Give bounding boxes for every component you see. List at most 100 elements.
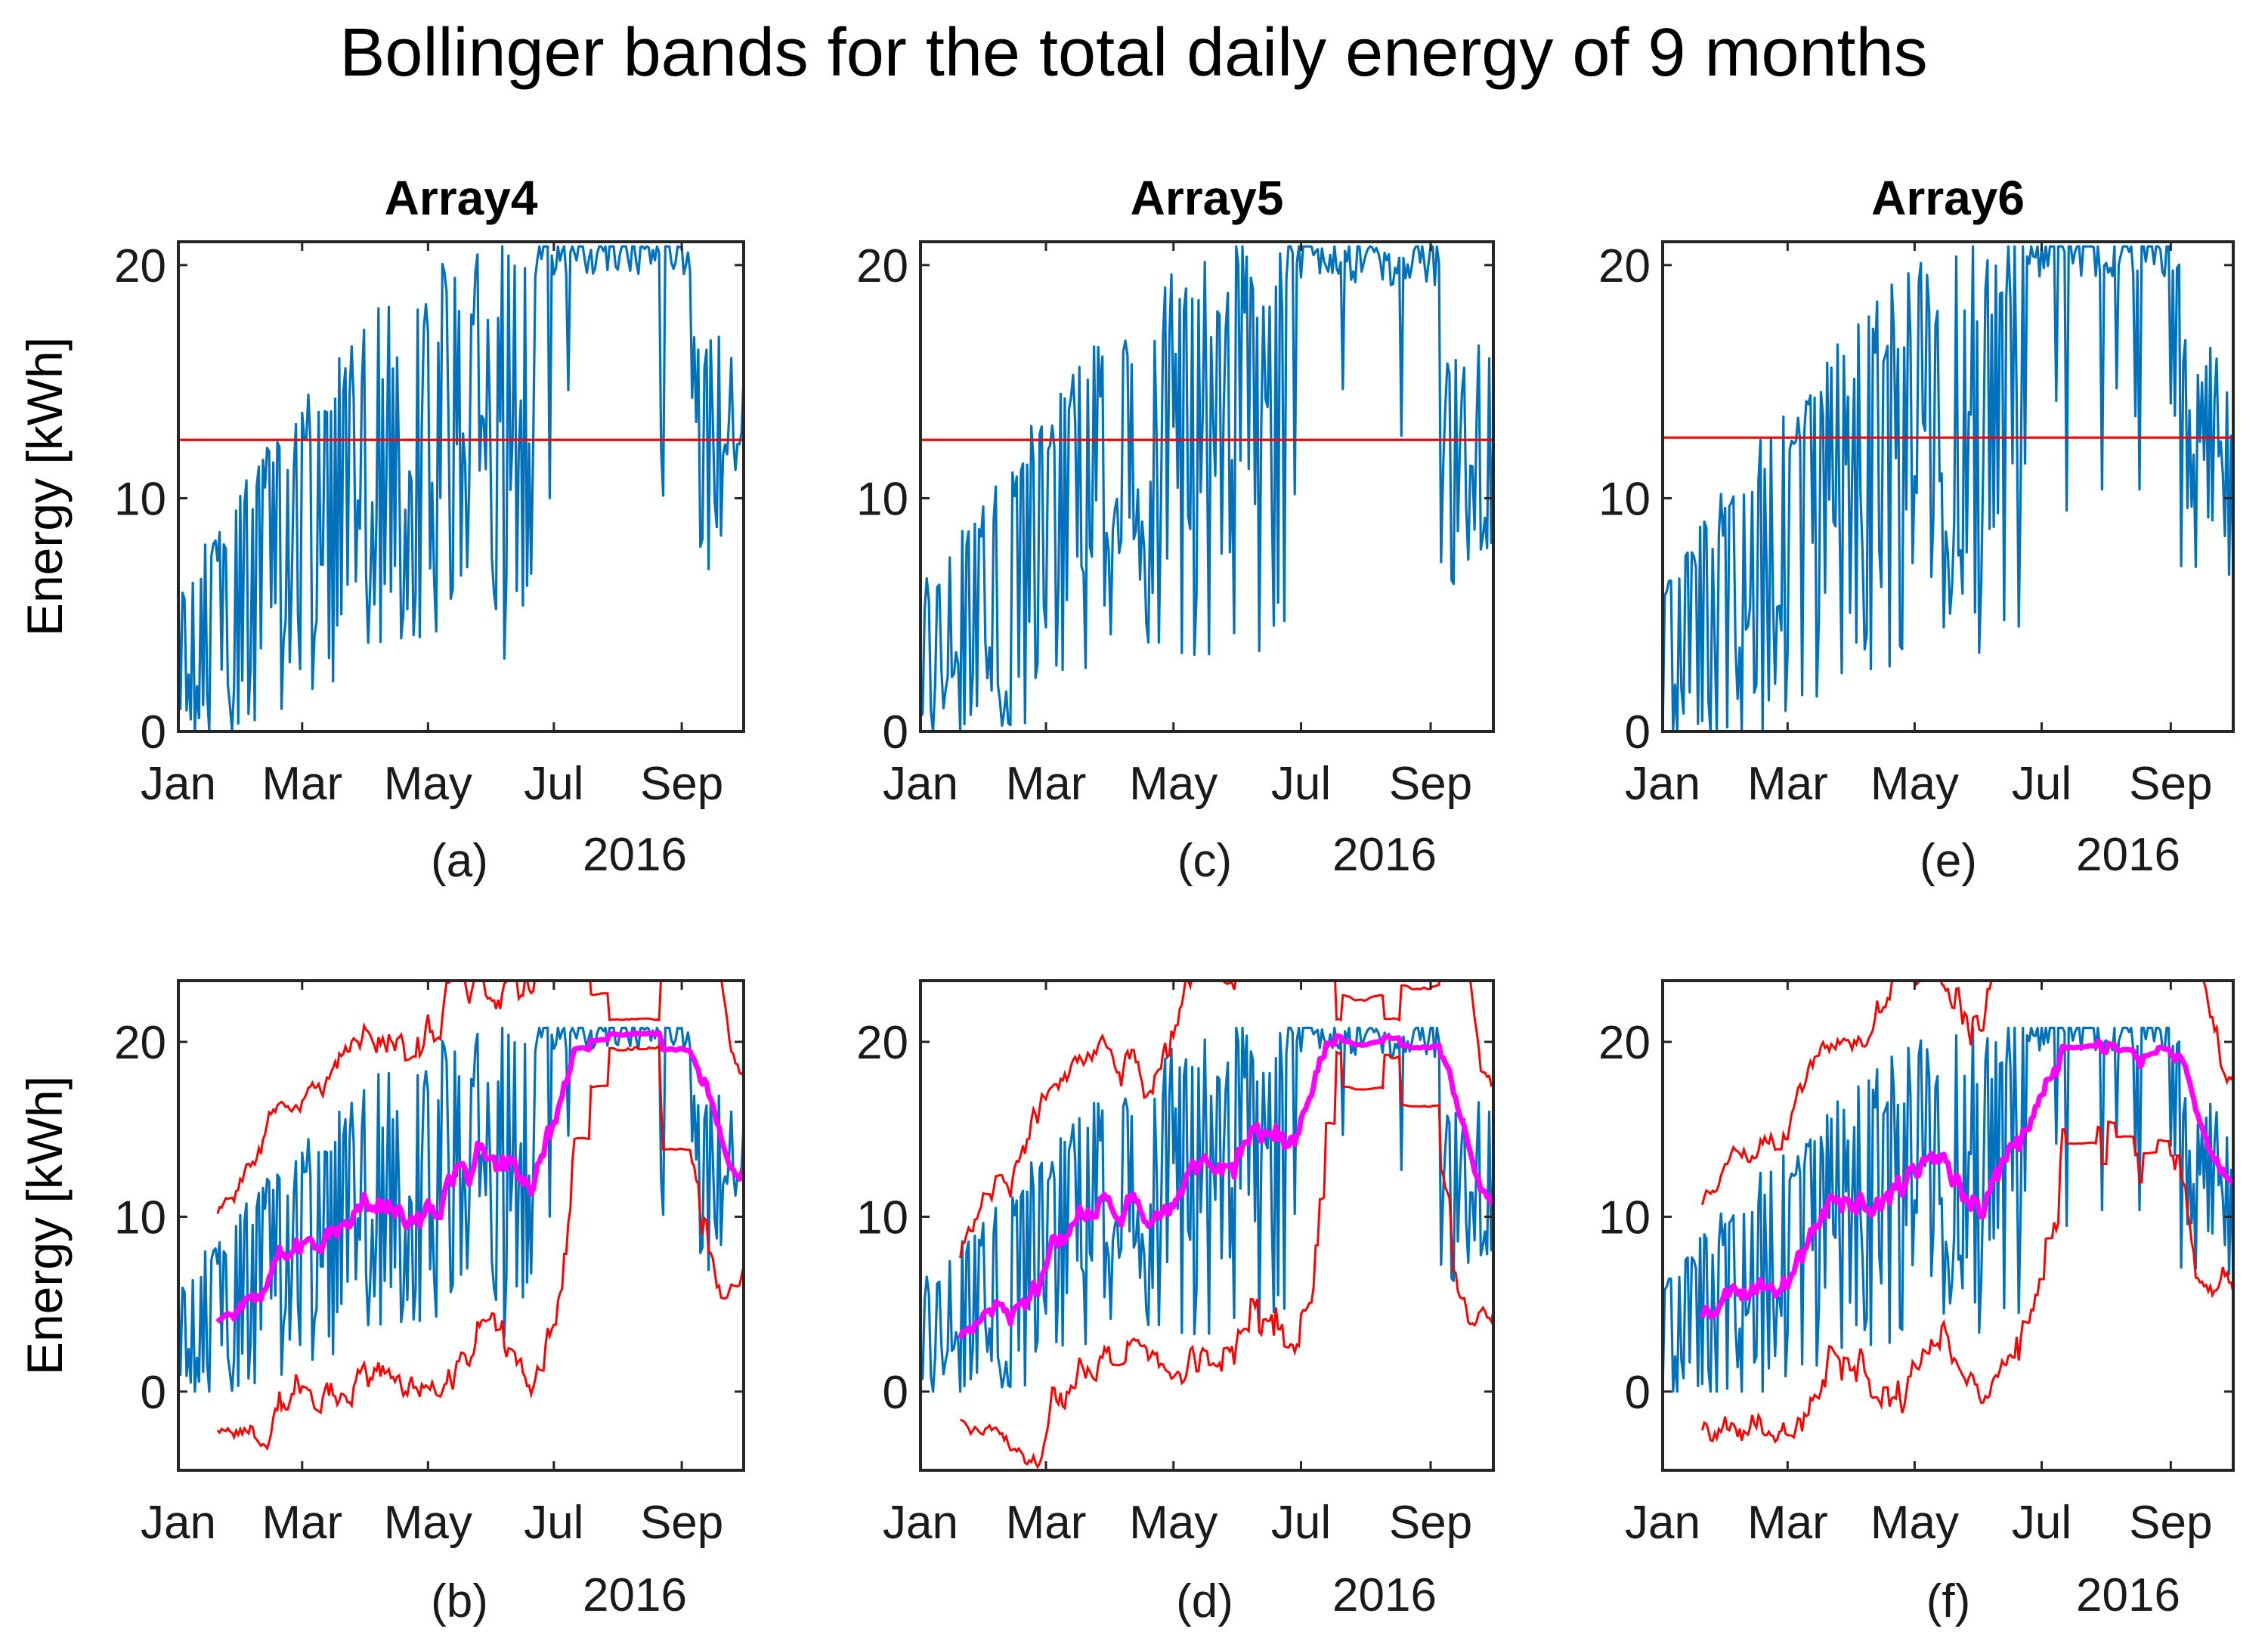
year-label: 2016 [2076,1569,2180,1621]
daily-energy-line [178,1026,744,1393]
axes-frame [1661,979,2235,1472]
x-tick-label: Jul [1271,1497,1331,1549]
year-label: 2016 [583,1569,687,1621]
y-tick-label: 10 [114,1191,166,1244]
panel-label: (f) [1926,1575,1971,1627]
panel-label: (c) [1177,835,1232,887]
x-tick-label: Mar [261,758,342,810]
year-label: 2016 [2076,829,2180,881]
x-tick-label: Jul [2012,1497,2072,1549]
daily-energy-line [921,245,1493,731]
x-tick-label: May [1870,1497,1959,1549]
plot-area [1663,981,2233,1445]
panel-label: (b) [431,1575,488,1627]
y-tick-label: 20 [1598,1017,1651,1069]
y-tick-label: 20 [114,1017,166,1069]
upper-band-line [959,981,1493,1259]
subplot-e: 0 10 20 Jan Mar May Jul Sep 2016 (e) Array6 [1598,171,2235,887]
x-tick-label: May [1129,1497,1218,1549]
x-tick-label: Sep [1389,758,1472,810]
y-tick-label: 10 [856,473,908,525]
year-label: 2016 [1332,1569,1437,1621]
y-tick-label: 20 [856,240,908,292]
y-tick-label: 20 [1598,240,1651,292]
x-tick-label: Jan [141,1497,216,1549]
subplot-title: Array4 [385,171,538,225]
plot-area [921,245,1493,731]
axes-frame [177,240,745,733]
x-tick-label: Jul [2012,758,2072,810]
upper-band-line [1700,981,2233,1206]
x-tick-label: Jan [883,1497,958,1549]
y-tick-label: 10 [114,473,166,525]
lower-band-line [1700,1120,2233,1445]
axes-frame [177,979,745,1472]
x-tick-label: Mar [1006,758,1087,810]
upper-band-line [216,981,744,1214]
y-tick-label: 20 [114,240,166,292]
subplot-d: 0 10 20 Jan Mar May Jul Sep 2016 (d) [856,979,1495,1627]
x-tick-label: May [1129,758,1218,810]
subplot-b: 0 10 20 Jan Mar May Jul Sep 2016 (b) Energy [kWh] [17,979,745,1627]
y-tick-label: 0 [883,1367,908,1419]
x-tick-label: Jan [1625,1497,1700,1549]
x-tick-label: Jan [141,758,216,810]
subplot-title: Array5 [1131,171,1284,225]
moving-average-line [1700,1038,2233,1320]
axes-frame [919,979,1495,1472]
subplot-a: 0 10 20 Jan Mar May Jul Sep 2016 (a) Array4 Energy … [17,171,745,887]
plot-area [921,981,1493,1470]
x-tick-label: May [384,1497,472,1549]
x-tick-label: May [1870,758,1959,810]
y-tick-label: 10 [856,1191,908,1244]
x-tick-label: Jul [524,1497,583,1549]
daily-energy-line [178,245,744,731]
y-tick-label: 0 [1625,1367,1651,1419]
daily-energy-line [921,1026,1493,1393]
axes-frame [1661,240,2235,733]
x-tick-label: Mar [1747,758,1828,810]
y-tick-label: 10 [1598,473,1651,525]
y-tick-label: 0 [1625,706,1651,759]
figure-title: Bollinger bands for the total daily ener… [339,15,1927,91]
x-tick-label: Sep [640,1497,723,1549]
daily-energy-line [1663,1026,2233,1393]
x-tick-label: May [384,758,472,810]
lower-band-line [959,1049,1493,1470]
x-tick-label: Jul [524,758,583,810]
subplot-c: 0 10 20 Jan Mar May Jul Sep 2016 (c) Array5 [856,171,1495,887]
panel-label: (a) [431,835,488,887]
x-tick-label: Sep [2129,758,2212,810]
x-tick-label: Mar [261,1497,342,1549]
year-label: 2016 [583,829,687,881]
lower-band-line [216,1043,744,1451]
subplot-title: Array6 [1871,171,2025,225]
year-label: 2016 [1332,829,1437,881]
y-axis-label: Energy [kWh] [17,1076,73,1375]
x-tick-label: Jan [883,758,958,810]
daily-energy-line [1663,245,2233,731]
panel-label: (e) [1920,835,1977,887]
y-tick-label: 0 [141,1367,166,1419]
plot-area [178,245,744,731]
x-tick-label: Sep [1389,1497,1472,1549]
subplot-f: 0 10 20 Jan Mar May Jul Sep 2016 (f) [1598,979,2235,1627]
x-tick-label: Jul [1271,758,1331,810]
y-tick-label: 10 [1598,1191,1651,1244]
plot-area [178,981,744,1451]
x-tick-label: Mar [1006,1497,1087,1549]
y-tick-label: 0 [883,706,908,759]
x-tick-label: Sep [640,758,723,810]
y-axis-label: Energy [kWh] [17,337,73,636]
moving-average-line [215,1030,744,1324]
moving-average-line [958,1033,1493,1340]
y-tick-label: 0 [141,706,166,759]
y-tick-label: 20 [856,1017,908,1069]
plot-area [1663,245,2233,731]
subplot-grid: 0 10 20 Jan Mar May Jul Sep 2016 (a) Array4 Energy … [17,171,2235,1627]
x-tick-label: Mar [1747,1497,1828,1549]
x-tick-label: Jan [1625,758,1700,810]
panel-label: (d) [1176,1575,1233,1627]
axes-frame [919,240,1495,733]
